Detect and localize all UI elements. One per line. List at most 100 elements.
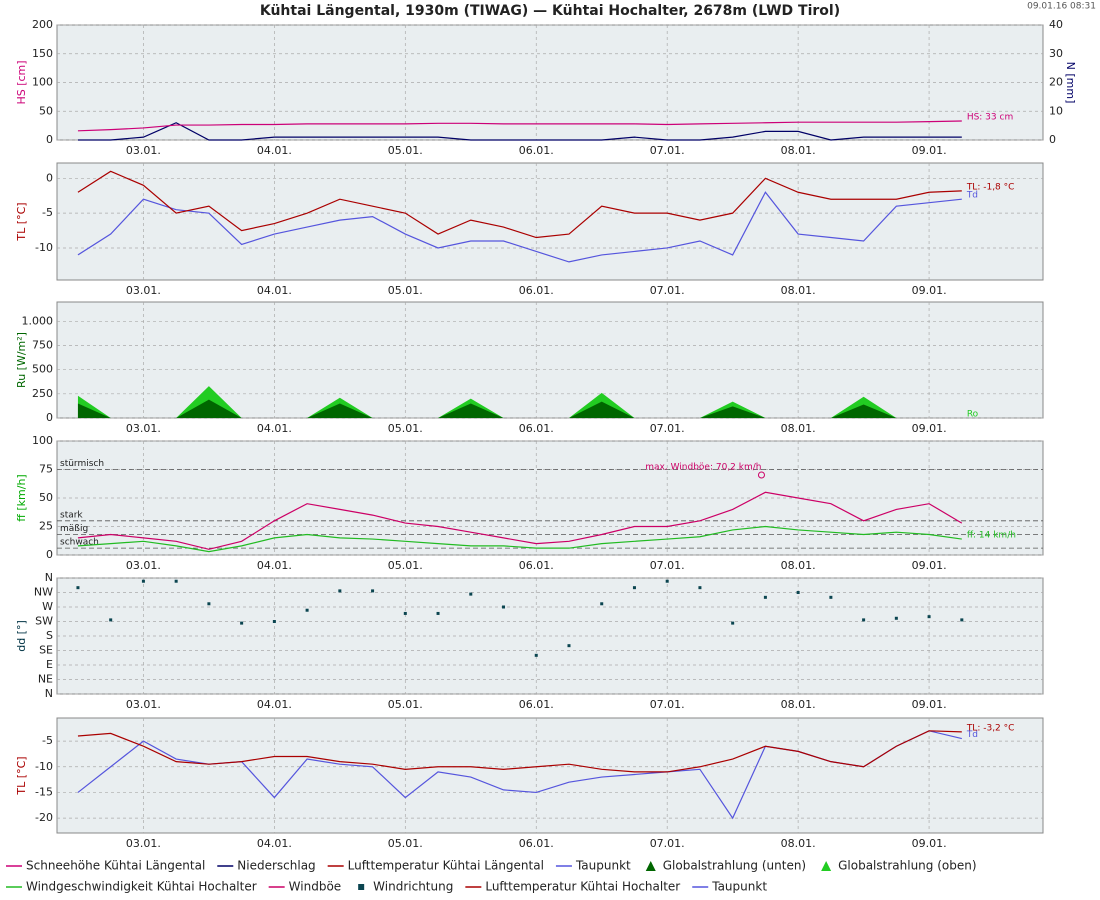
- y-tick-label: -15: [35, 785, 53, 798]
- x-tick-label: 08.01.: [781, 698, 816, 711]
- y2-tick-label: 30: [1049, 47, 1063, 60]
- threshold-label: mäßig: [60, 524, 88, 534]
- y-tick-label: 200: [32, 18, 53, 31]
- legend-label: Schneehöhe Kühtai Längental: [26, 859, 205, 873]
- x-tick-label: 03.01.: [126, 698, 161, 711]
- line: [77, 191, 962, 263]
- y-tick-label: 0: [46, 133, 53, 146]
- threshold-label: stürmisch: [60, 459, 104, 469]
- x-tick-label: 06.01.: [519, 559, 554, 572]
- legend-label: Globalstrahlung (oben): [838, 859, 976, 873]
- y-tick-label: NE: [38, 673, 53, 686]
- x-tick-label: 07.01.: [650, 837, 685, 850]
- line: [77, 120, 962, 132]
- x-tick-label: 09.01.: [912, 698, 947, 711]
- point: [240, 621, 244, 625]
- point: [567, 644, 571, 648]
- series-end-label: ff: 14 km/h: [967, 531, 1016, 541]
- threshold-label: stark: [60, 510, 83, 520]
- y-tick-label: W: [42, 600, 53, 613]
- series-end-label: TL: -1,8 °C: [966, 182, 1015, 192]
- x-tick-label: 03.01.: [126, 284, 161, 297]
- x-tick-label: 04.01.: [257, 559, 292, 572]
- y-tick-label: 250: [32, 387, 53, 400]
- y-tick-label: 1.000: [22, 314, 54, 327]
- y-tick-label: 50: [39, 104, 53, 117]
- threshold-label: schwach: [60, 538, 99, 548]
- y-tick-label: -20: [35, 811, 53, 824]
- x-tick-label: 06.01.: [519, 284, 554, 297]
- plot-area: [56, 162, 1044, 281]
- point: [141, 579, 145, 583]
- y-tick-label: -10: [35, 241, 53, 254]
- y2-tick-label: 10: [1049, 104, 1063, 117]
- x-tick-label: 04.01.: [257, 284, 292, 297]
- y-tick-label: SE: [39, 644, 53, 657]
- x-tick-label: 09.01.: [912, 559, 947, 572]
- y-tick-label: 0: [46, 411, 53, 424]
- point: [174, 579, 178, 583]
- point: [927, 615, 931, 619]
- x-tick-label: 08.01.: [781, 144, 816, 157]
- x-tick-label: 09.01.: [912, 422, 947, 435]
- point: [698, 586, 702, 590]
- point: [305, 608, 309, 612]
- x-tick-label: 05.01.: [388, 422, 423, 435]
- line: [77, 122, 962, 141]
- legend-item: Taupunkt: [692, 880, 767, 894]
- y2-tick-label: 0: [1049, 133, 1056, 146]
- x-tick-label: 05.01.: [388, 144, 423, 157]
- point: [502, 605, 506, 609]
- y-axis-label: HS [cm]: [15, 60, 28, 104]
- x-tick-label: 09.01.: [912, 284, 947, 297]
- x-tick-label: 05.01.: [388, 698, 423, 711]
- x-tick-label: 04.01.: [257, 144, 292, 157]
- x-tick-label: 03.01.: [126, 559, 161, 572]
- legend-label: Windrichtung: [373, 880, 453, 894]
- legend-item: Schneehöhe Kühtai Längental: [6, 859, 205, 873]
- series-end-label: Td: [966, 730, 978, 740]
- y-axis-label: TL [°C]: [15, 202, 28, 241]
- x-tick-label: 09.01.: [912, 144, 947, 157]
- point: [796, 591, 800, 594]
- max-label: max. Windböe: 70,2 km/h: [645, 462, 761, 472]
- y-tick-label: 500: [32, 363, 53, 376]
- legend-swatch: [821, 861, 832, 871]
- x-tick-label: 09.01.: [912, 837, 947, 850]
- y-tick-label: 100: [32, 434, 53, 447]
- point: [272, 620, 276, 623]
- legend-item: Taupunkt: [555, 859, 631, 873]
- y-tick-label: 0: [46, 548, 53, 561]
- series-end-label: HS: 33 cm: [967, 113, 1013, 123]
- legend-item: Windböe: [268, 880, 341, 894]
- point: [534, 653, 538, 657]
- y-tick-label: -10: [35, 760, 53, 773]
- x-tick-label: 03.01.: [126, 144, 161, 157]
- point: [862, 618, 866, 622]
- point: [109, 618, 113, 622]
- y-tick-label: -5: [42, 734, 53, 747]
- x-tick-label: 07.01.: [650, 284, 685, 297]
- legend-swatch: [358, 884, 365, 890]
- x-tick-label: 04.01.: [257, 698, 292, 711]
- x-tick-label: 05.01.: [388, 837, 423, 850]
- legend-item: Lufttemperatur Kühtai Längental: [327, 859, 544, 873]
- legend-label: Taupunkt: [575, 859, 631, 873]
- plot-area: [56, 717, 1044, 834]
- point: [731, 621, 735, 625]
- y-tick-label: E: [46, 658, 53, 671]
- y-tick-label: S: [46, 629, 53, 642]
- legend-item: Lufttemperatur Kühtai Hochalter: [465, 880, 680, 894]
- y-tick-label: 150: [32, 47, 53, 60]
- x-tick-label: 06.01.: [519, 698, 554, 711]
- line: [77, 525, 962, 553]
- y-tick-label: N: [45, 687, 53, 700]
- line: [77, 730, 962, 773]
- y-tick-label: N: [45, 571, 53, 584]
- max-marker: [757, 471, 765, 479]
- x-tick-label: 08.01.: [781, 837, 816, 850]
- point: [76, 586, 80, 590]
- series-end-label: Td: [966, 191, 978, 201]
- x-tick-label: 06.01.: [519, 837, 554, 850]
- legend-item: Globalstrahlung (oben): [821, 859, 977, 873]
